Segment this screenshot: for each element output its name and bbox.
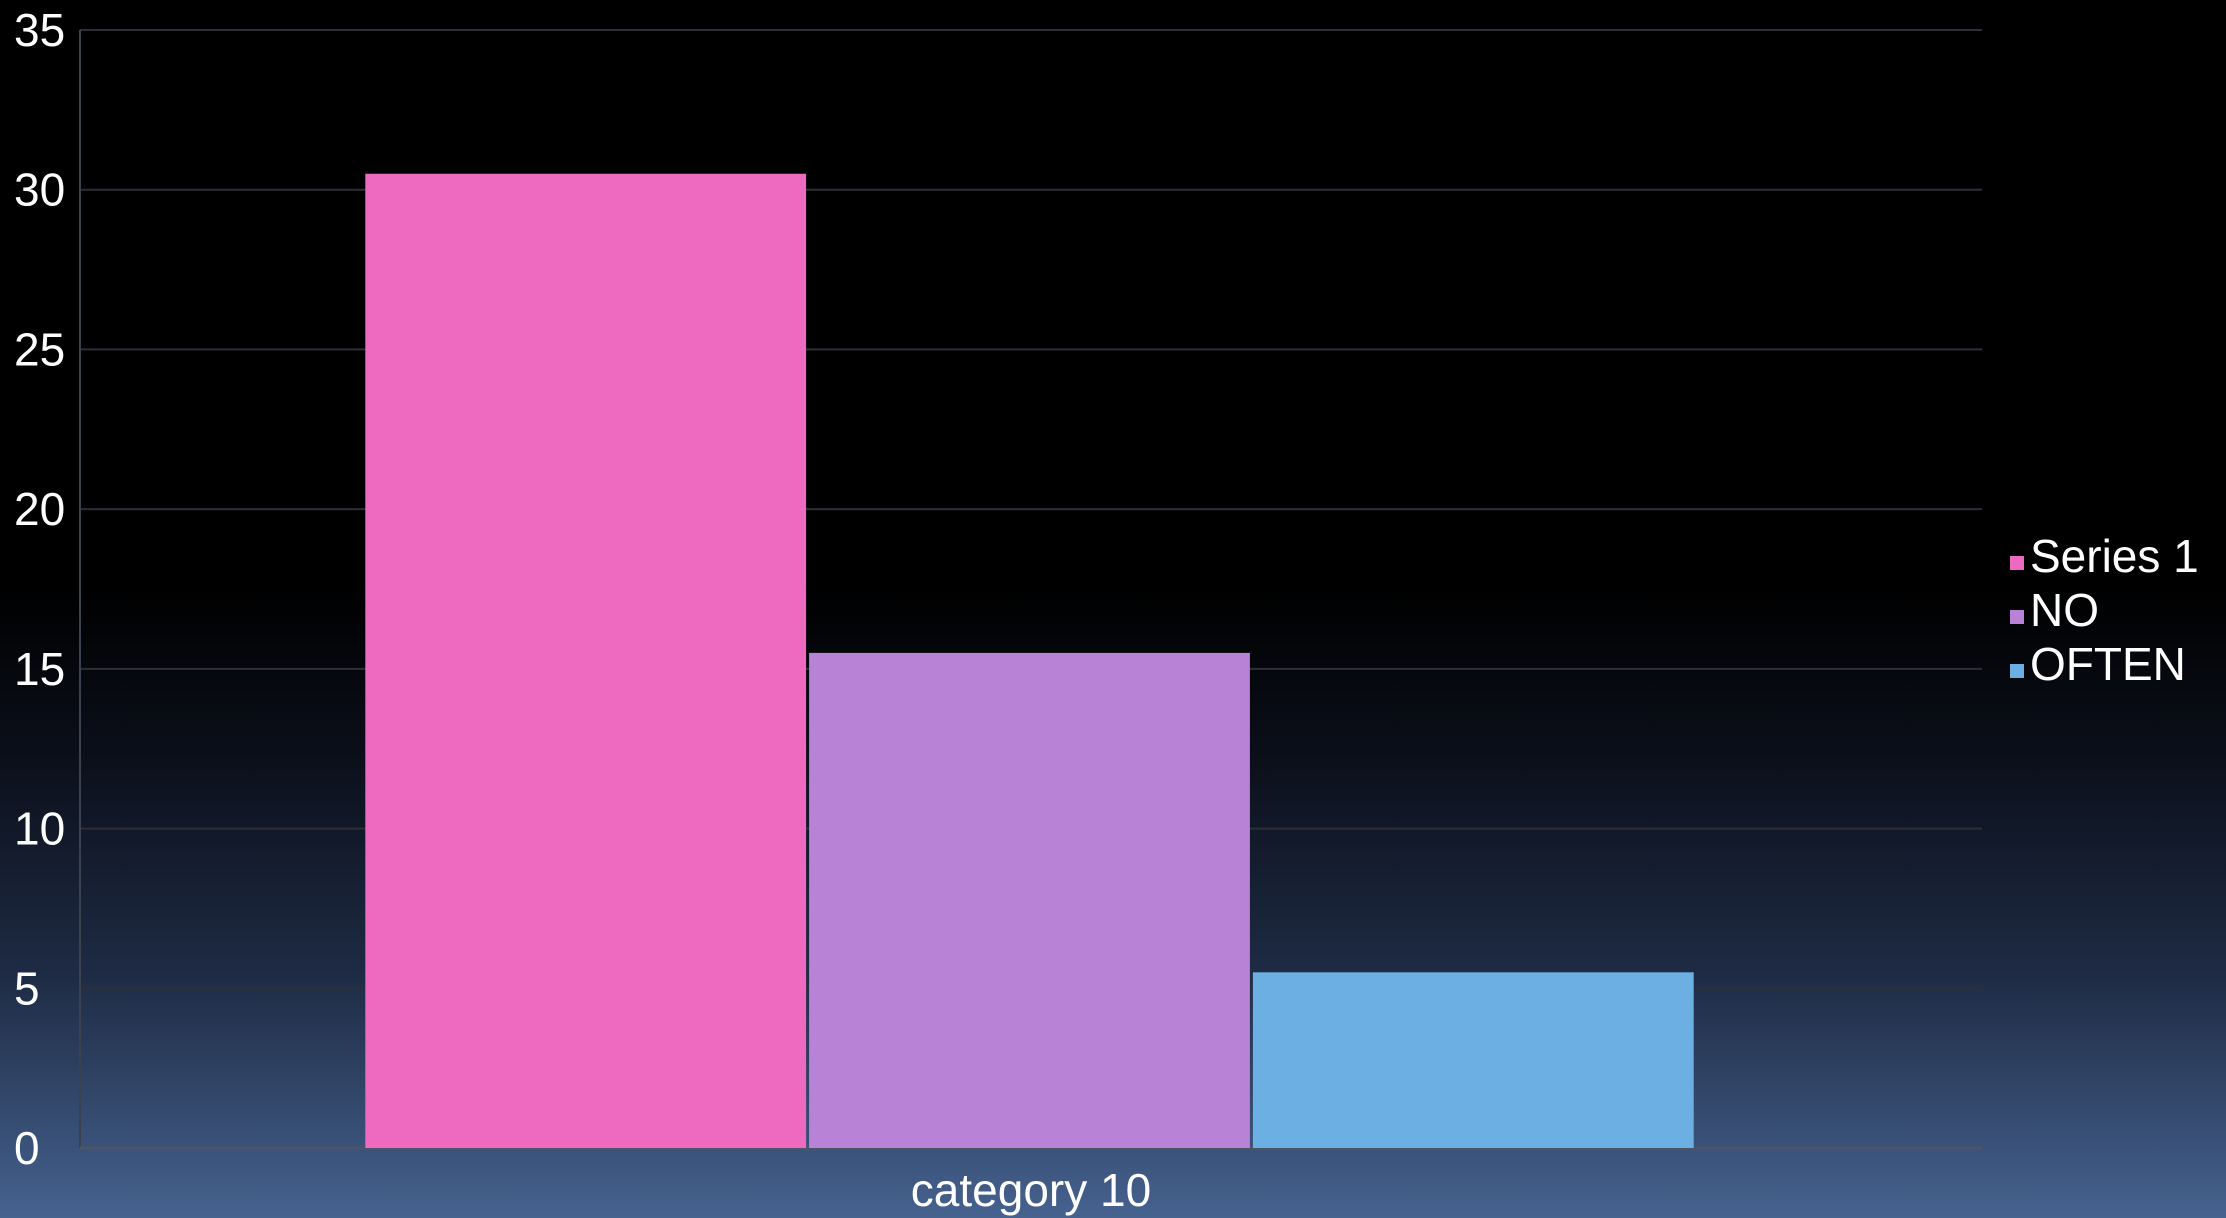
legend-label-often: OFTEN: [2030, 638, 2186, 690]
legend-label-series-1: Series 1: [2030, 530, 2199, 582]
y-axis-ticks: 0 5 10 15 20 25 30 35: [14, 4, 65, 1174]
legend-swatch-no: [2010, 610, 2024, 624]
legend-swatch-often: [2010, 664, 2024, 678]
y-tick-label-35: 35: [14, 4, 65, 56]
y-tick-label-0: 0: [14, 1122, 40, 1174]
legend-label-no: NO: [2030, 584, 2099, 636]
bar-no: [809, 652, 1250, 1148]
bar-often: [1252, 972, 1694, 1148]
y-tick-label-25: 25: [14, 323, 65, 375]
y-tick-label-10: 10: [14, 803, 65, 855]
y-tick-label-30: 30: [14, 164, 65, 216]
y-tick-label-15: 15: [14, 643, 65, 695]
y-tick-label-20: 20: [14, 483, 65, 535]
bars: [365, 173, 1694, 1148]
x-axis-labels: category 10: [911, 1164, 1151, 1216]
bar-series-1: [365, 173, 807, 1148]
x-category-label: category 10: [911, 1164, 1151, 1216]
y-tick-label-5: 5: [14, 962, 40, 1014]
legend-swatch-series-1: [2010, 556, 2024, 570]
